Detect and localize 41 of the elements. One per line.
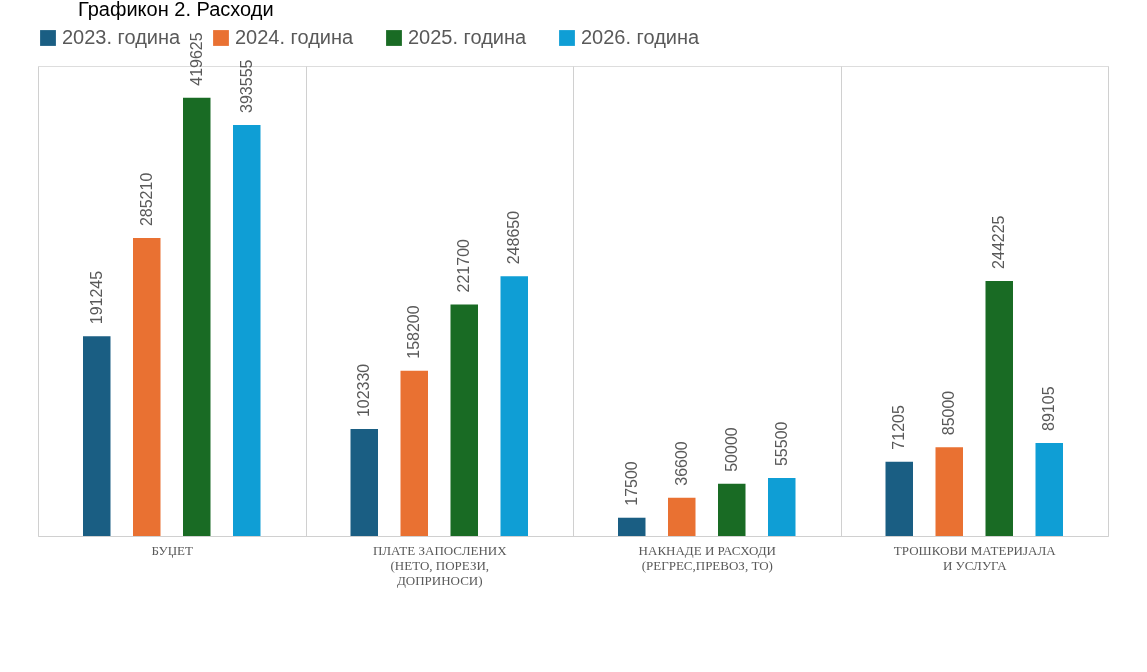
- data-label: 393555: [237, 59, 255, 113]
- x-tick-label: БУЏЕТ: [151, 542, 194, 558]
- legend-label: 2023. година: [62, 26, 182, 48]
- bar: [618, 517, 646, 536]
- bar: [768, 478, 796, 536]
- data-label: 102330: [355, 363, 373, 418]
- bar: [350, 429, 378, 536]
- legend-label: 2025. година: [408, 26, 528, 48]
- data-label: 285210: [137, 172, 155, 227]
- x-tick-label: ПЛАТЕ ЗАПОСЛЕНИХ (НЕТО, ПОРЕЗИ, ДОПРИНОСИ): [372, 542, 508, 588]
- data-label: 71205: [890, 405, 908, 450]
- data-label: 191245: [87, 270, 105, 325]
- data-label: 244225: [990, 215, 1008, 269]
- bar: [183, 97, 211, 536]
- data-label: 55500: [772, 421, 790, 467]
- data-label: 17500: [622, 461, 640, 506]
- data-label: 36600: [672, 441, 690, 486]
- data-label: 50000: [722, 427, 740, 472]
- data-label: 248650: [505, 210, 523, 265]
- data-label: 89105: [1040, 386, 1058, 431]
- bar: [935, 447, 963, 536]
- bar: [885, 461, 913, 536]
- bar: [985, 280, 1013, 536]
- bar: [1035, 442, 1063, 536]
- bar: [133, 238, 161, 536]
- bar: [400, 370, 428, 536]
- bar: [450, 304, 478, 536]
- legend-label: 2026. година: [581, 26, 701, 48]
- bar: [500, 276, 528, 536]
- data-label: 221700: [455, 238, 473, 293]
- bar: [233, 124, 261, 536]
- data-label: 158200: [405, 305, 423, 359]
- x-tick-label: ТРОШКОВИ МАТЕРИЈАЛА И УСЛУГА: [893, 542, 1057, 573]
- bar: [718, 483, 746, 536]
- x-tick-label: НАКНАДЕ И РАСХОДИ (РЕГРЕС,ПРЕВОЗ, ТО): [638, 542, 776, 573]
- chart-title: Графикон 2. Расходи: [78, 0, 274, 20]
- bar: [83, 336, 111, 536]
- data-label: 85000: [940, 390, 958, 436]
- legend-label: 2024. година: [235, 26, 355, 48]
- bar: [668, 497, 696, 536]
- data-label: 419625: [187, 32, 205, 86]
